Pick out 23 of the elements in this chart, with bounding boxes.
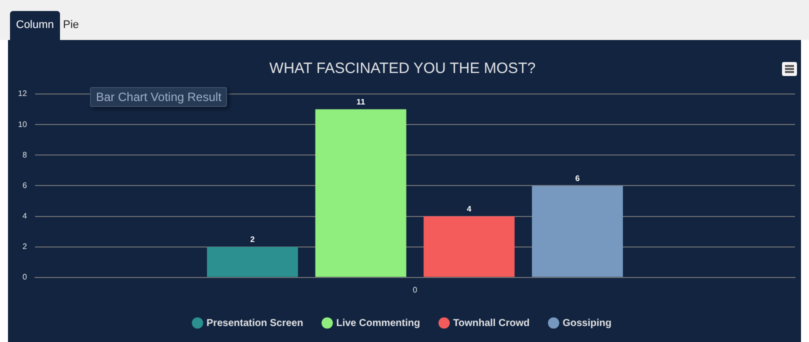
chart-title: WHAT FASCINATED YOU THE MOST?: [269, 60, 536, 78]
y-tick-label: 4: [22, 211, 28, 220]
text: Pie: [62, 18, 80, 33]
legend-label: Live Commenting: [336, 318, 420, 329]
y-tick-label: 12: [18, 89, 28, 98]
annotation: Bar Chart Voting Result: [90, 87, 228, 107]
bar: [532, 186, 623, 277]
data-label: 2: [250, 235, 256, 244]
y-tick-label: 8: [22, 150, 28, 160]
y-tick-label: 6: [22, 180, 28, 190]
bar: [315, 109, 406, 277]
y-tick-label: 10: [18, 120, 28, 129]
bar: [424, 216, 515, 277]
data-label: 11: [356, 97, 366, 106]
bar: [206, 246, 298, 277]
y-tick-label: 0: [22, 272, 28, 282]
data-label: 6: [575, 174, 580, 183]
text: Column: [10, 11, 60, 40]
legend-label: Gossiping: [562, 318, 612, 329]
data-label: 4: [466, 204, 472, 214]
legend-label: Presentation Screen: [206, 318, 304, 329]
legend-label: Townhall Crowd: [453, 318, 530, 329]
y-tick-label: 2: [22, 242, 28, 252]
